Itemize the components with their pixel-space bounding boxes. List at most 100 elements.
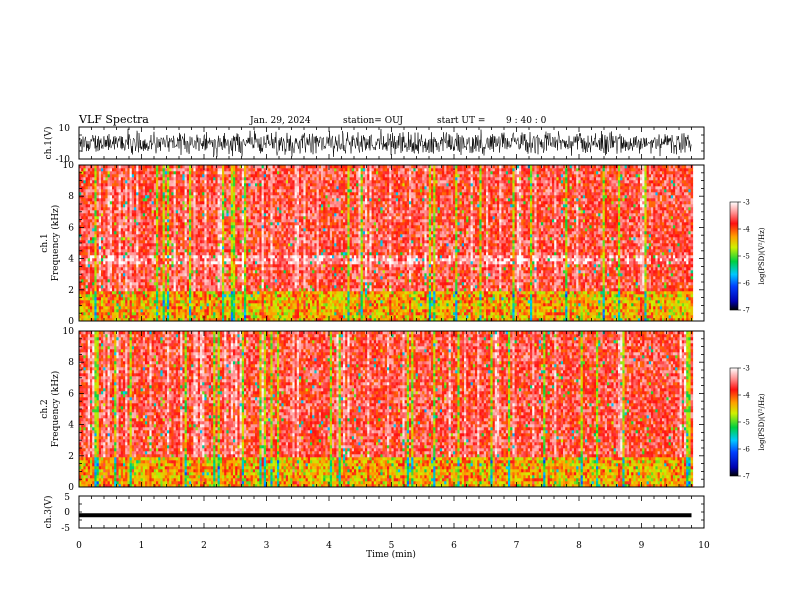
spectrogram-cell [264, 240, 267, 243]
spectrogram-cell [198, 282, 201, 285]
spectrogram-cell [94, 198, 97, 201]
spectrogram-cell [244, 264, 247, 267]
spectrogram-cell [226, 315, 229, 318]
spectrogram-cell [121, 189, 124, 192]
spectrogram-cell [200, 216, 203, 219]
spectrogram-cell [259, 225, 262, 228]
spectrogram-cell [200, 189, 203, 192]
spectrogram-cell [169, 225, 172, 228]
spectrogram-cell [110, 231, 113, 234]
spectrogram-cell [189, 243, 192, 246]
spectrogram-cell [277, 276, 280, 279]
spectrogram-cell [123, 189, 126, 192]
spectrogram-cell [112, 309, 115, 312]
spectrogram-cell [180, 192, 183, 195]
spectrogram-cell [81, 264, 84, 267]
spectrogram-cell [103, 180, 106, 183]
spectrogram-cell [114, 291, 117, 294]
spectrogram-cell [90, 306, 93, 309]
spectrogram-cell [132, 309, 135, 312]
spectrogram-cell [229, 213, 232, 216]
spectrogram-cell [237, 249, 240, 252]
spectrogram-cell [270, 225, 273, 228]
spectrogram-cell [88, 273, 91, 276]
spectrogram-cell [233, 177, 236, 180]
spectrogram-cell [125, 207, 128, 210]
spectrogram-cell [213, 195, 216, 198]
spectrogram-cell [277, 216, 280, 219]
spectrogram-cell [114, 234, 117, 237]
spectrogram-cell [158, 300, 161, 303]
spectrogram-cell [193, 177, 196, 180]
spectrogram-cell [141, 186, 144, 189]
spectrogram-cell [240, 198, 243, 201]
spectrogram-cell [193, 216, 196, 219]
spectrogram-cell [88, 240, 91, 243]
spectrogram-cell [207, 288, 210, 291]
spectrogram-cell [270, 207, 273, 210]
spectrogram-cell [213, 285, 216, 288]
spectrogram-cell [242, 276, 245, 279]
spectrogram-cell [114, 240, 117, 243]
spectrogram-cell [145, 186, 148, 189]
spectrogram-cell [167, 303, 170, 306]
spectrogram-cell [108, 312, 111, 315]
spectrogram-cell [110, 183, 113, 186]
spectrogram-cell [240, 291, 243, 294]
spectrogram-cell [103, 312, 106, 315]
spectrogram-cell [213, 315, 216, 318]
spectrogram-cell [244, 246, 247, 249]
spectrogram-cell [178, 219, 181, 222]
spectrogram-cell [270, 186, 273, 189]
spectrogram-cell [220, 201, 223, 204]
spectrogram-cell [152, 231, 155, 234]
spectrogram-cell [226, 270, 229, 273]
spectrogram-cell [145, 168, 148, 171]
spectrogram-cell [127, 234, 129, 237]
spectrogram-cell [182, 237, 185, 240]
spectrogram-cell [237, 225, 240, 228]
ch1-waveform-ylabel: ch.1(V) [43, 127, 54, 160]
spectrogram-cell [105, 282, 108, 285]
spectrogram-cell [224, 315, 227, 318]
spectrogram-cell [163, 228, 166, 231]
spectrogram-cell [257, 270, 260, 273]
spectrogram-cell [253, 282, 256, 285]
spectrogram-cell [158, 204, 161, 207]
spectrogram-cell [88, 171, 91, 174]
spectrogram-cell [218, 171, 221, 174]
spectrogram-cell [270, 216, 273, 219]
spectrogram-cell [277, 246, 280, 249]
spectrogram-cell [215, 276, 218, 279]
spectrogram-cell [86, 249, 89, 252]
spectrogram-cell [110, 240, 113, 243]
spectrogram-cell [277, 309, 280, 312]
spectrogram-cell [264, 177, 267, 180]
spectrogram-cell [202, 297, 205, 300]
spectrogram-cell [281, 183, 284, 186]
spectrogram-cell [211, 267, 214, 270]
spectrogram-cell [171, 183, 174, 186]
spectrogram-cell [112, 195, 115, 198]
spectrogram-cell [198, 297, 201, 300]
spectrogram-cell [193, 267, 196, 270]
spectrogram-cell [273, 276, 276, 279]
spectrogram-cell [116, 279, 119, 282]
spectrogram-cell [101, 237, 104, 240]
spectrogram-cell [127, 183, 129, 186]
spectrogram-cell [94, 234, 97, 237]
spectrogram-cell [134, 273, 137, 276]
spectrogram-cell [149, 306, 152, 309]
spectrogram-cell [220, 243, 223, 246]
spectrogram-cell [143, 198, 146, 201]
spectrogram-cell [125, 285, 128, 288]
spectrogram-cell [171, 252, 174, 255]
spectrogram-cell [279, 261, 282, 264]
spectrogram-cell [105, 234, 108, 237]
spectrogram-cell [92, 234, 95, 237]
spectrogram-cell [222, 168, 225, 171]
spectrogram-cell [138, 234, 141, 237]
spectrogram-cell [235, 252, 238, 255]
spectrogram-cell [147, 189, 150, 192]
spectrogram-cell [123, 210, 126, 213]
